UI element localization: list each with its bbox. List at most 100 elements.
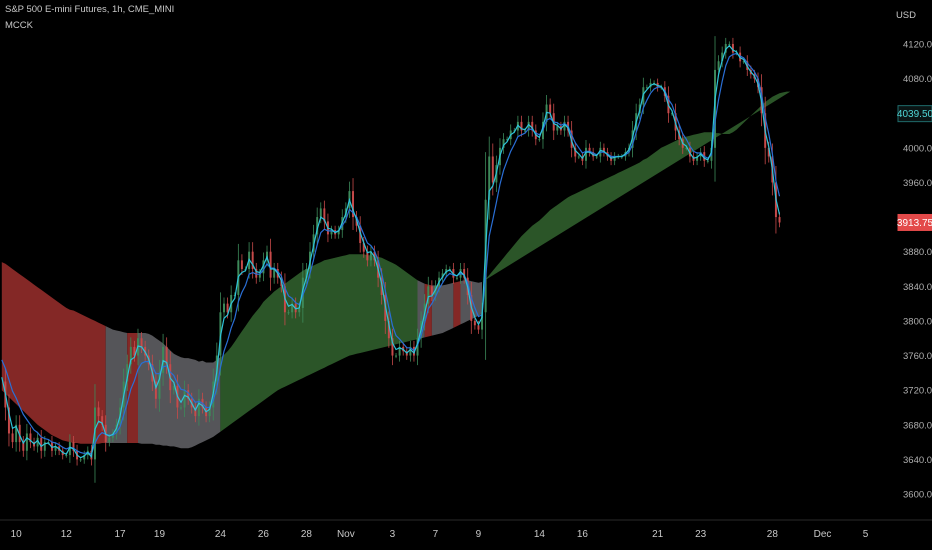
candle-body — [387, 320, 390, 339]
ma-lines — [1, 44, 781, 459]
candle-body — [645, 87, 648, 89]
x-tick-label: 19 — [154, 529, 166, 540]
candle-body — [577, 156, 580, 158]
y-tick-label: 3880.00 — [903, 247, 932, 258]
candle-body — [154, 381, 157, 399]
candle-body — [54, 446, 57, 451]
candle-body — [287, 312, 290, 314]
x-tick-label: 17 — [115, 529, 127, 540]
x-tick-label: Dec — [814, 529, 832, 540]
y-tick-label: 4080.00 — [903, 74, 932, 85]
candle-body — [588, 147, 591, 153]
candle-body — [531, 121, 534, 131]
candle-body — [305, 269, 308, 278]
candle-body — [22, 442, 25, 451]
candle-body — [208, 407, 211, 417]
candle-body — [671, 113, 673, 115]
candle-body — [409, 346, 412, 356]
candle-body — [520, 121, 523, 131]
candle-body — [430, 286, 433, 295]
candle-body — [767, 147, 770, 157]
y-tick-label: 4120.00 — [903, 39, 932, 50]
cloud-band — [1, 91, 791, 449]
y-tick-label: 3640.00 — [903, 455, 932, 466]
x-tick-label: 5 — [863, 529, 869, 540]
candle-body — [301, 277, 304, 308]
candle-body — [158, 372, 161, 399]
symbol-title[interactable]: S&P 500 E-mini Futures, 1h, CME_MINI — [5, 4, 175, 15]
y-tick-label: 4000.00 — [903, 143, 932, 154]
candle-body — [15, 424, 18, 443]
candle-body — [65, 455, 68, 457]
candle-body — [721, 52, 724, 62]
band-segment-neutral — [431, 282, 454, 336]
candle-body — [441, 273, 444, 278]
candle-body — [416, 338, 419, 356]
candle-body — [502, 139, 505, 148]
candle-body — [323, 208, 326, 222]
candle-body — [187, 390, 190, 399]
band-segment-neutral — [105, 326, 128, 443]
candle-body — [527, 121, 530, 131]
candle-body — [72, 442, 75, 451]
candle-body — [455, 277, 458, 279]
y-tick-label: 3960.00 — [903, 178, 932, 189]
candle-body — [126, 364, 129, 382]
candle-body — [36, 437, 39, 447]
candle-body — [140, 338, 143, 347]
x-tick-label: 10 — [11, 529, 23, 540]
candle-body — [563, 121, 566, 131]
x-tick-label: 23 — [695, 529, 707, 540]
candle-body — [240, 260, 243, 269]
candle-body — [316, 217, 319, 235]
ma-value-badge-box — [897, 105, 932, 123]
candle-body — [778, 217, 781, 223]
x-tick-label: Nov — [337, 529, 355, 540]
band-segment-bearish — [1, 262, 106, 444]
candle-body — [101, 416, 104, 425]
candle-body — [714, 69, 716, 148]
candle-body — [574, 147, 577, 157]
candle-body — [391, 338, 394, 356]
fast-ma-line — [1, 44, 781, 459]
candle-body — [524, 130, 527, 132]
currency-label: USD — [895, 10, 916, 21]
band-segment-bearish — [453, 281, 461, 328]
band-segment-bullish — [220, 254, 418, 432]
candle-body — [556, 126, 559, 131]
indicator-name[interactable]: MCCK — [5, 20, 33, 31]
candle-body — [330, 230, 333, 235]
candle-body — [197, 398, 200, 417]
y-tick-label: 3600.00 — [903, 490, 932, 501]
candle-body — [319, 208, 322, 218]
time-axis[interactable]: 10 12 17 19 24 26 28 Nov 3 7 9 14 16 21 23 28 Dec 5 — [0, 519, 932, 540]
candle-body — [362, 243, 365, 252]
candle-body — [129, 346, 132, 365]
candle-body — [223, 303, 225, 313]
candle-body — [488, 156, 491, 200]
candle-body — [194, 407, 197, 417]
price-badges: 4039.50 3913.75 — [897, 105, 932, 231]
band-segment-neutral — [417, 280, 425, 340]
candle-body — [251, 251, 254, 269]
candle-body — [395, 355, 398, 357]
candle-body — [165, 346, 168, 365]
candle-body — [706, 160, 709, 162]
candle-body — [162, 346, 165, 373]
candle-body — [298, 307, 301, 313]
candle-body — [696, 156, 699, 161]
x-tick-label: 9 — [476, 529, 482, 540]
candle-body — [584, 147, 587, 161]
candle-body — [291, 303, 294, 313]
candle-body — [717, 61, 720, 70]
candle-body — [369, 251, 372, 261]
candle-body — [728, 43, 731, 45]
candle-body — [602, 147, 605, 153]
candle-body — [481, 312, 484, 330]
ma-value-badge: 4039.50 — [897, 105, 932, 123]
x-tick-label: 26 — [258, 529, 270, 540]
candle-body — [412, 346, 415, 356]
x-tick-label: 12 — [61, 529, 73, 540]
candle-body — [352, 191, 355, 218]
